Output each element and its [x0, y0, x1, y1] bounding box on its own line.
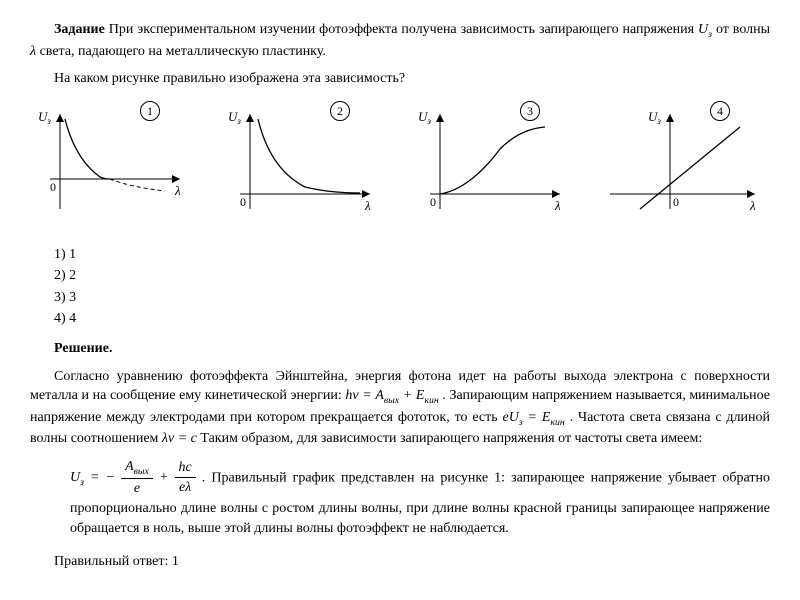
task-text-2: от волны	[716, 22, 770, 37]
svg-text:0: 0	[430, 195, 436, 209]
question: На каком рисунке правильно изображена эт…	[30, 69, 770, 89]
option-1: 1) 1	[54, 245, 770, 265]
task-paragraph: Задание При экспериментальном изучении ф…	[30, 20, 770, 61]
answer-line: Правильный ответ: 1	[30, 552, 770, 572]
svg-text:0: 0	[673, 195, 679, 209]
svg-text:Uз: Uз	[648, 109, 661, 126]
option-3: 3) 3	[54, 288, 770, 308]
var-lambda: λ	[30, 44, 36, 59]
chart-1-number: 1	[140, 101, 160, 121]
chart-2: 2 Uз 0 λ	[220, 99, 390, 229]
option-4: 4) 4	[54, 309, 770, 329]
task-text-1: При экспериментальном изучении фотоэффек…	[109, 22, 698, 37]
answer-value: 1	[172, 554, 179, 569]
svg-text:Uз: Uз	[228, 109, 241, 126]
solution-p1: Согласно уравнению фотоэффекта Эйнштейна…	[30, 367, 770, 449]
options-list: 1) 1 2) 2 3) 3 4) 4	[54, 245, 770, 329]
formula-stopping: eUз = Eкин	[503, 410, 565, 425]
svg-text:0: 0	[50, 180, 56, 194]
svg-text:Uз: Uз	[38, 109, 51, 126]
chart-2-number: 2	[330, 101, 350, 121]
solution-label: Решение.	[54, 341, 112, 356]
task-text-3: света, падающего на металлическую пласти…	[40, 44, 326, 59]
svg-text:λ: λ	[174, 183, 181, 198]
option-2: 2) 2	[54, 266, 770, 286]
var-uz: Uз	[698, 22, 712, 37]
svg-text:λ: λ	[749, 198, 756, 213]
equation-uz: Uз = − Aвых e + hc eλ	[70, 470, 202, 485]
solution-equation-line: Uз = − Aвых e + hc eλ . Правильный графи…	[70, 457, 770, 538]
chart-4: 4 Uз 0 λ	[600, 99, 770, 229]
chart-3-number: 3	[520, 101, 540, 121]
svg-text:λ: λ	[364, 198, 371, 213]
chart-4-number: 4	[710, 101, 730, 121]
answer-label: Правильный ответ:	[54, 554, 172, 569]
task-label: Задание	[54, 22, 105, 37]
formula-einstein: hν = Aвых + Eкин	[345, 388, 438, 403]
svg-text:λ: λ	[554, 198, 561, 213]
chart-3: 3 Uз 0 λ	[410, 99, 580, 229]
formula-lambda-nu: λν = c	[162, 431, 197, 446]
svg-text:0: 0	[240, 195, 246, 209]
solution-label-line: Решение.	[30, 339, 770, 359]
chart-1: 1 Uз 0 λ	[30, 99, 200, 229]
svg-text:Uз: Uз	[418, 109, 431, 126]
charts-row: 1 Uз 0 λ 2 Uз 0 λ 3	[30, 99, 770, 229]
